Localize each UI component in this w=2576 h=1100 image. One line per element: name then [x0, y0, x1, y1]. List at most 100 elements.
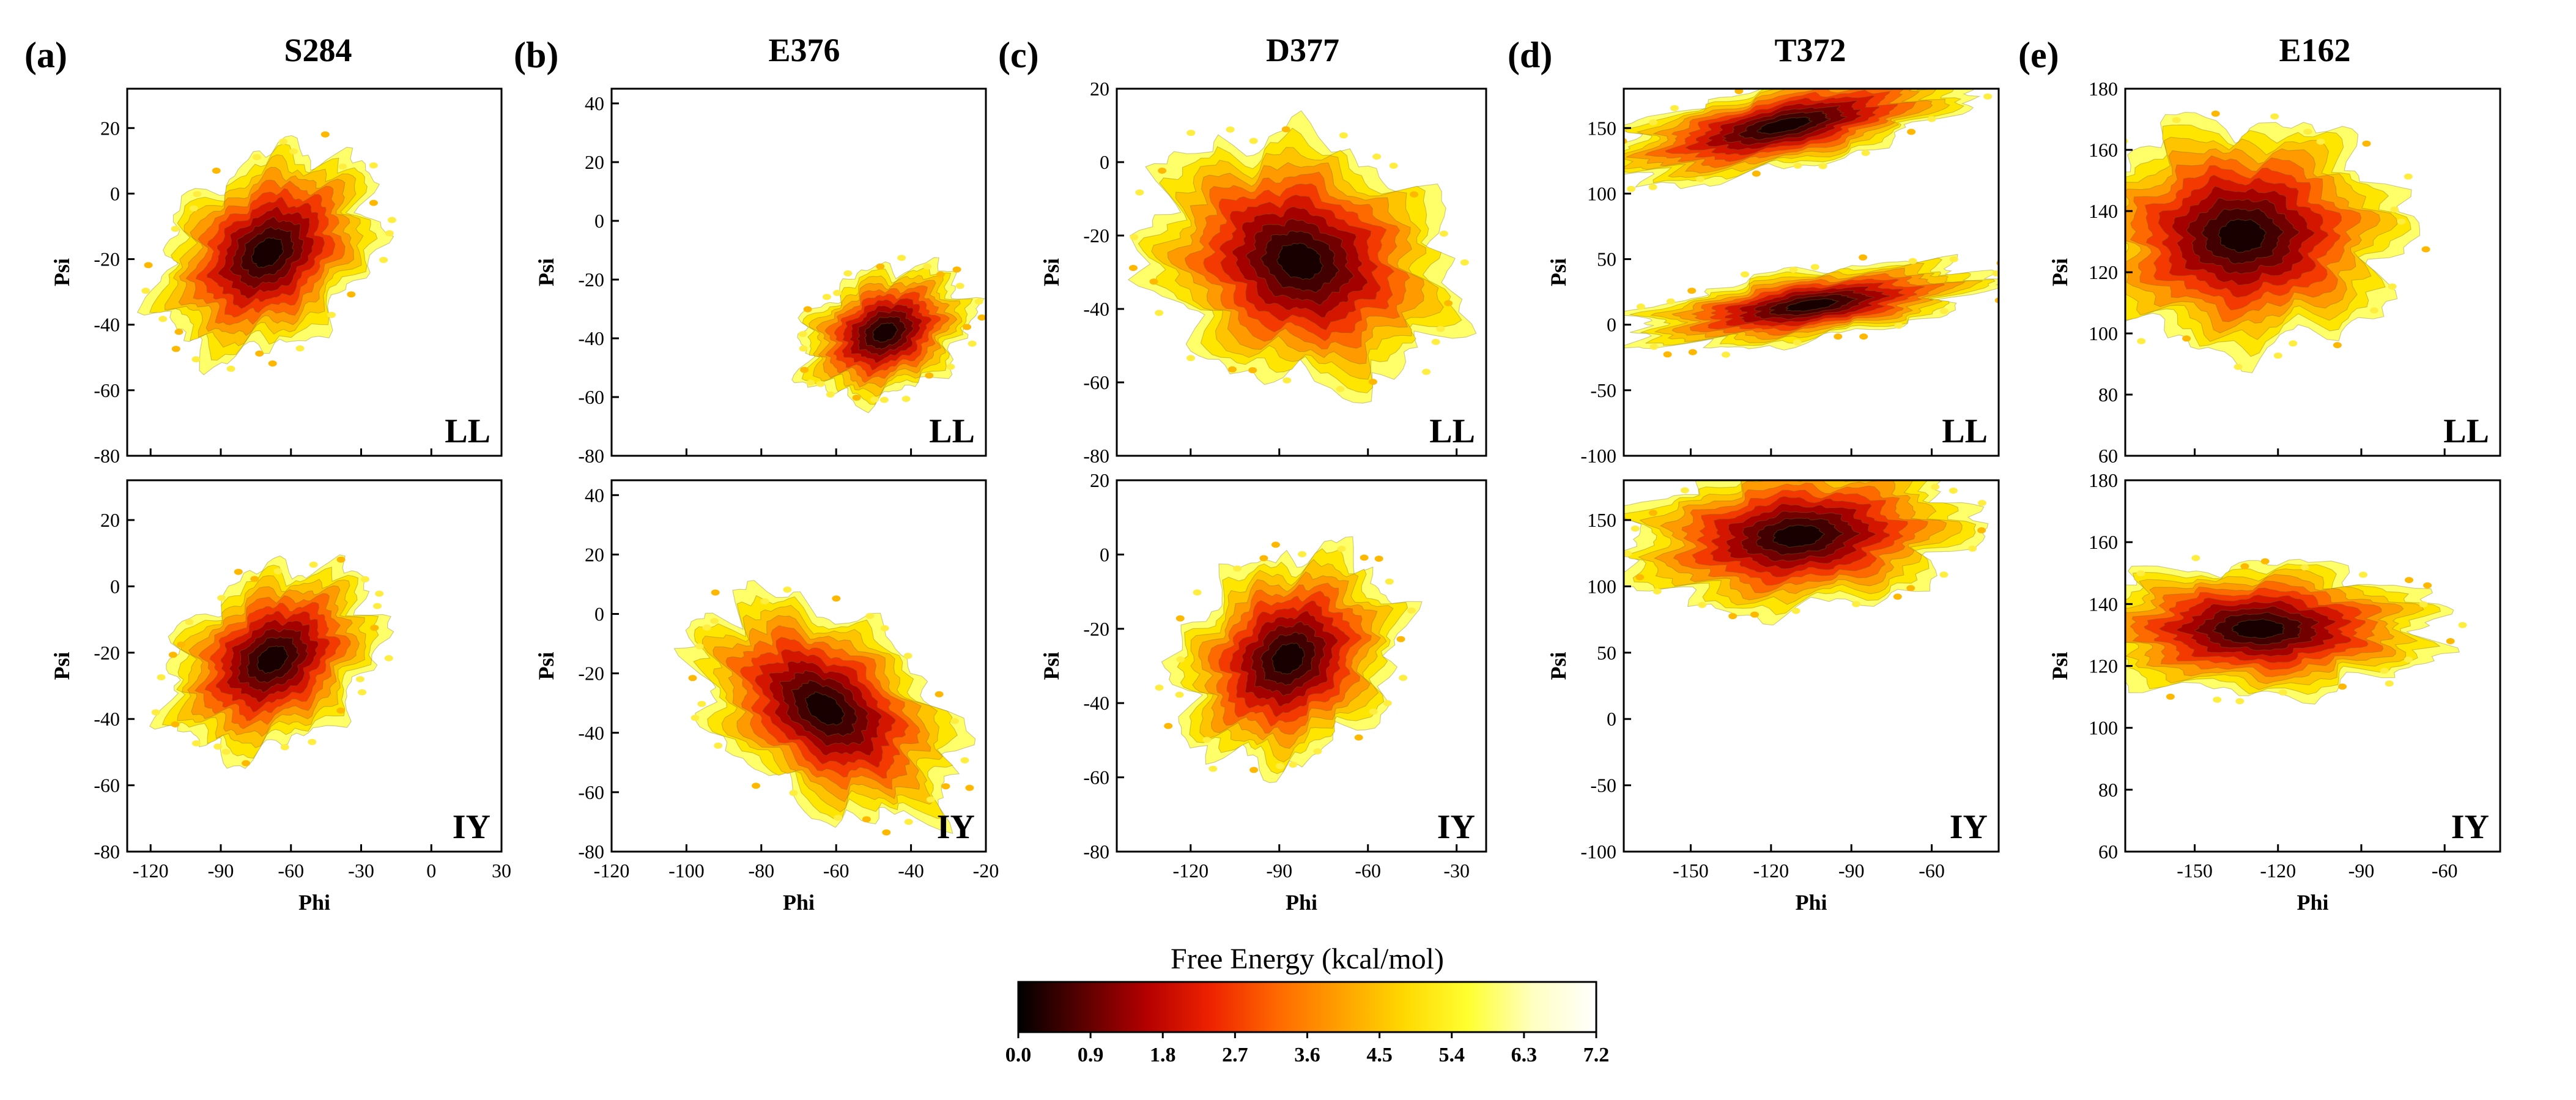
energy-speckle: [1663, 351, 1672, 358]
energy-speckle: [2385, 680, 2394, 687]
energy-speckle: [2056, 241, 2064, 247]
energy-speckle: [1249, 138, 1258, 144]
energy-speckle: [177, 641, 186, 648]
energy-speckle: [2087, 311, 2095, 317]
panel-title: E376: [768, 32, 840, 69]
energy-speckle: [273, 568, 283, 574]
energy-speckle: [789, 790, 798, 797]
energy-speckle: [1994, 297, 1999, 303]
energy-speckle: [2096, 579, 2104, 585]
plot-frame: [610, 479, 987, 853]
energy-speckle: [2235, 698, 2245, 705]
energy-speckle: [144, 262, 153, 269]
energy-speckle: [1282, 377, 1292, 384]
y-tick-label: -20: [1083, 618, 1109, 640]
panel-letter: (b): [514, 35, 558, 75]
subplot-ll: -80 -60 -40 -20 0 20 Psi LL: [50, 87, 503, 467]
energy-speckle: [2405, 577, 2413, 584]
y-tick-label: 20: [585, 543, 604, 565]
energy-speckle: [901, 396, 911, 402]
energy-speckle: [1688, 349, 1697, 355]
energy-speckle: [1193, 589, 1202, 596]
energy-speckle: [1175, 691, 1184, 698]
colorbar-tick-label: 3.6: [1294, 1044, 1320, 1066]
energy-speckle: [950, 718, 960, 724]
energy-speckle: [1968, 545, 1977, 552]
y-tick-label: 0: [1100, 151, 1109, 173]
energy-speckle: [1818, 163, 1827, 169]
variant-label: LL: [1942, 412, 1988, 450]
energy-speckle: [2316, 138, 2325, 145]
energy-speckle: [760, 598, 769, 604]
energy-speckle: [1624, 550, 1632, 557]
colorbar-tick-label: 0.9: [1078, 1044, 1104, 1066]
energy-speckle: [1289, 761, 1298, 768]
energy-speckle: [2072, 283, 2081, 289]
variant-label: IY: [1437, 808, 1475, 846]
energy-speckle: [1374, 556, 1383, 562]
subplot-ll: -80 -60 -40 -20 0 20 40 Psi LL: [534, 87, 987, 467]
energy-speckle: [2136, 570, 2145, 577]
energy-speckle: [1636, 303, 1645, 310]
energy-speckle: [925, 372, 934, 379]
energy-speckle: [268, 360, 277, 367]
energy-speckle: [1907, 473, 1915, 479]
energy-speckle: [926, 796, 935, 803]
energy-speckle: [2370, 307, 2378, 314]
colorbar-gradient: [1017, 981, 1597, 1033]
energy-speckle: [1734, 89, 1744, 94]
energy-speckle: [1635, 574, 1645, 581]
energy-speckle: [336, 707, 346, 714]
energy-speckle: [2166, 693, 2175, 700]
energy-speckle: [965, 784, 974, 791]
energy-speckle: [168, 652, 177, 658]
y-tick-label: 0: [1607, 314, 1616, 336]
y-tick-label: -20: [578, 663, 604, 685]
x-tick-label: -150: [1673, 860, 1709, 882]
energy-speckle: [1810, 264, 1819, 270]
y-tick-label: 20: [100, 117, 120, 139]
energy-heatmap: [1601, 473, 1989, 626]
energy-speckle: [897, 255, 906, 261]
energy-speckle: [2172, 117, 2181, 124]
energy-basin: [2054, 555, 2467, 705]
y-tick-label: 0: [594, 603, 604, 625]
energy-speckle: [1439, 230, 1448, 237]
y-tick-label: 20: [1090, 469, 1109, 491]
y-tick-label: -40: [578, 722, 604, 744]
energy-speckle: [1927, 116, 1936, 122]
y-tick-label: 140: [2089, 593, 2118, 615]
energy-speckle: [852, 395, 861, 401]
energy-speckle: [1949, 488, 1958, 494]
energy-speckle: [1248, 367, 1257, 374]
energy-speckle: [690, 715, 700, 721]
variant-label: LL: [929, 412, 975, 450]
energy-speckle: [862, 816, 871, 823]
energy-contour: [256, 645, 289, 674]
energy-speckle: [336, 556, 346, 563]
plot-frame: [1116, 87, 1487, 457]
energy-speckle: [2289, 340, 2298, 347]
energy-speckle: [2234, 363, 2243, 370]
panel-title: S284: [284, 32, 352, 69]
x-tick-label: 30: [492, 860, 511, 882]
x-tick-label: -90: [208, 860, 234, 882]
x-axis-label: Phi: [2297, 890, 2328, 915]
energy-speckle: [963, 324, 972, 330]
energy-speckle: [1135, 189, 1144, 196]
energy-speckle: [2419, 601, 2428, 608]
energy-speckle: [1149, 278, 1158, 285]
x-tick-label: -30: [1443, 860, 1470, 882]
energy-speckle: [882, 829, 891, 836]
y-axis-label: Psi: [2048, 652, 2072, 680]
energy-speckle: [1281, 126, 1290, 133]
energy-speckle: [1601, 534, 1610, 540]
variant-label: IY: [1950, 808, 1988, 846]
energy-speckle: [295, 345, 305, 352]
energy-speckle: [2054, 642, 2063, 648]
colorbar-tick-label: 7.2: [1583, 1044, 1610, 1066]
energy-speckle: [171, 721, 180, 727]
energy-speckle: [185, 619, 194, 625]
energy-speckle: [1298, 551, 1307, 557]
energy-speckle: [2137, 338, 2146, 344]
